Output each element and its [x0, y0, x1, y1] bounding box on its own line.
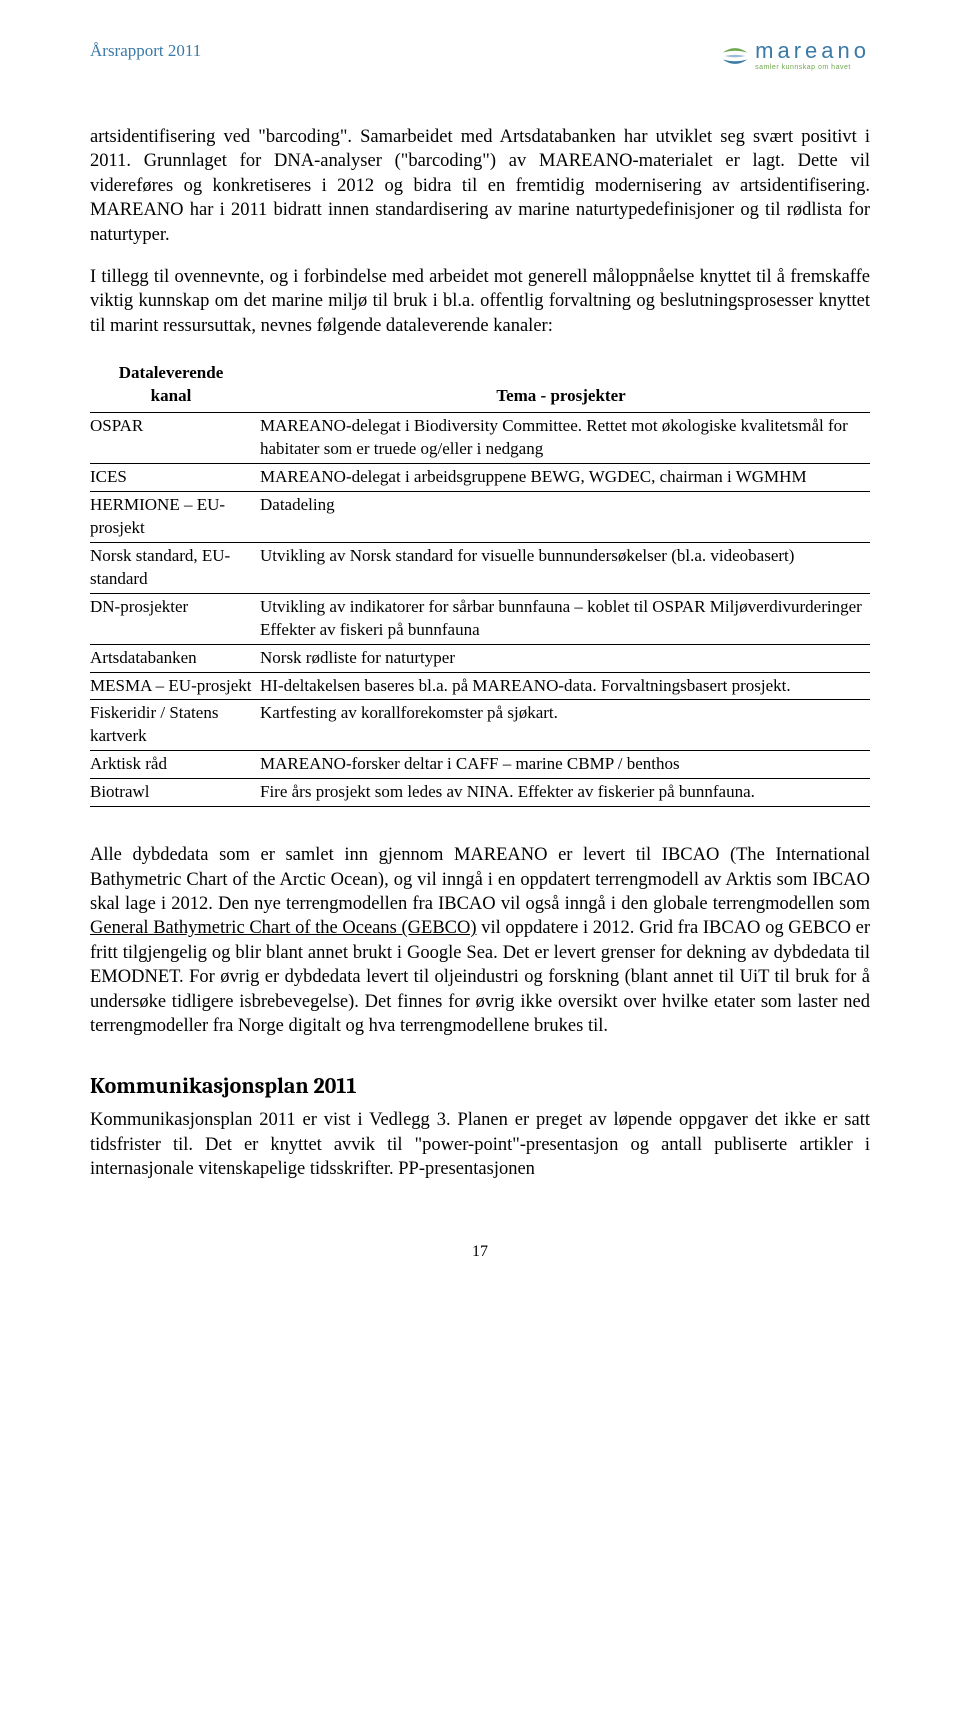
table-cell-channel: Biotrawl [90, 779, 260, 807]
table-cell-theme: Utvikling av indikatorer for sårbar bunn… [260, 593, 870, 644]
table-cell-channel: Fiskeridir / Statens kartverk [90, 700, 260, 751]
table-cell-channel: Arktisk råd [90, 751, 260, 779]
logo-text: mareano samler kunnskap om havet [755, 40, 870, 71]
data-channels-table: Dataleverende kanal Tema - prosjekter OS… [90, 358, 870, 807]
mareano-logo: mareano samler kunnskap om havet [721, 40, 870, 71]
table-row: BiotrawlFire års prosjekt som ledes av N… [90, 779, 870, 807]
table-cell-channel: ICES [90, 464, 260, 492]
paragraph-2: I tillegg til ovennevnte, og i forbindel… [90, 265, 870, 338]
table-cell-theme: Fire års prosjekt som ledes av NINA. Eff… [260, 779, 870, 807]
table-cell-theme: Norsk rødliste for naturtyper [260, 644, 870, 672]
logo-subtitle: samler kunnskap om havet [755, 64, 870, 71]
section-heading: Kommunikasjonsplan 2011 [90, 1072, 870, 1102]
paragraph-3: Alle dybdedata som er samlet inn gjennom… [90, 843, 870, 1038]
table-row: DN-prosjekterUtvikling av indikatorer fo… [90, 593, 870, 644]
table-row: Arktisk rådMAREANO-forsker deltar i CAFF… [90, 751, 870, 779]
table-row: MESMA – EU-prosjektHI-deltakelsen basere… [90, 672, 870, 700]
table-cell-channel: DN-prosjekter [90, 593, 260, 644]
table-cell-channel: MESMA – EU-prosjekt [90, 672, 260, 700]
table-cell-theme: Kartfesting av korallforekomster på sjøk… [260, 700, 870, 751]
table-row: HERMIONE – EU-prosjektDatadeling [90, 491, 870, 542]
gebco-link[interactable]: General Bathymetric Chart of the Oceans … [90, 918, 477, 938]
table-head-line2: kanal [151, 386, 192, 405]
table-cell-channel: HERMIONE – EU-prosjekt [90, 491, 260, 542]
table-cell-channel: Norsk standard, EU-standard [90, 542, 260, 593]
table-row: ICESMAREANO-delegat i arbeidsgruppene BE… [90, 464, 870, 492]
table-cell-channel: Artsdatabanken [90, 644, 260, 672]
table-cell-theme: Utvikling av Norsk standard for visuelle… [260, 542, 870, 593]
table-row: ArtsdatabankenNorsk rødliste for naturty… [90, 644, 870, 672]
table-row: OSPARMAREANO-delegat i Biodiversity Comm… [90, 413, 870, 464]
table-cell-theme: MAREANO-forsker deltar i CAFF – marine C… [260, 751, 870, 779]
report-title: Årsrapport 2011 [90, 40, 201, 63]
table-row: Fiskeridir / Statens kartverkKartfesting… [90, 700, 870, 751]
logo-word: mareano [755, 40, 870, 62]
p3-part-a: Alle dybdedata som er samlet inn gjennom… [90, 845, 870, 914]
section-body: Kommunikasjonsplan 2011 er vist i Vedleg… [90, 1108, 870, 1181]
table-head-channel: Dataleverende kanal [90, 358, 260, 412]
paragraph-1: artsidentifisering ved "barcoding". Sama… [90, 125, 870, 247]
page-number: 17 [90, 1241, 870, 1263]
table-head-line1: Dataleverende [119, 363, 224, 382]
table-cell-theme: Datadeling [260, 491, 870, 542]
table-cell-theme: MAREANO-delegat i Biodiversity Committee… [260, 413, 870, 464]
table-head-theme: Tema - prosjekter [260, 358, 870, 412]
table-cell-theme: MAREANO-delegat i arbeidsgruppene BEWG, … [260, 464, 870, 492]
table-cell-channel: OSPAR [90, 413, 260, 464]
table-body: OSPARMAREANO-delegat i Biodiversity Comm… [90, 413, 870, 807]
mareano-logo-icon [721, 42, 749, 70]
table-row: Norsk standard, EU-standardUtvikling av … [90, 542, 870, 593]
page-header: Årsrapport 2011 mareano samler kunnskap … [90, 40, 870, 71]
table-cell-theme: HI-deltakelsen baseres bl.a. på MAREANO-… [260, 672, 870, 700]
